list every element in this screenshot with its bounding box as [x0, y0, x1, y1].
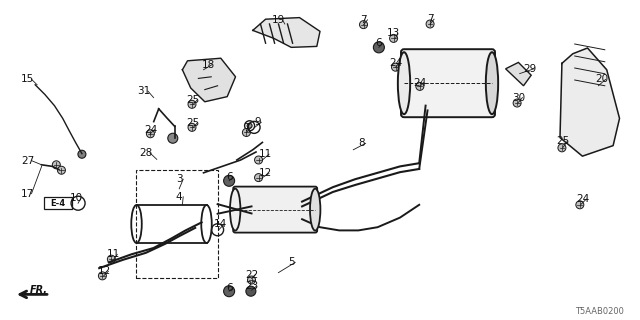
Circle shape [558, 144, 566, 152]
Text: 24: 24 [144, 124, 157, 135]
Text: 22: 22 [245, 269, 258, 280]
Text: 29: 29 [524, 64, 536, 74]
Polygon shape [560, 48, 620, 156]
Text: 17: 17 [21, 188, 34, 199]
Ellipse shape [230, 188, 241, 231]
Circle shape [188, 124, 196, 132]
Circle shape [513, 99, 521, 107]
Polygon shape [182, 58, 236, 102]
FancyBboxPatch shape [233, 187, 317, 233]
Circle shape [248, 276, 255, 284]
Circle shape [223, 175, 235, 186]
Text: 10: 10 [70, 193, 83, 204]
Text: 7: 7 [243, 123, 250, 133]
Text: 4: 4 [176, 192, 182, 202]
Text: E-4: E-4 [50, 199, 65, 208]
Text: 6: 6 [226, 172, 232, 182]
Circle shape [255, 156, 262, 164]
Circle shape [188, 100, 196, 108]
Circle shape [576, 201, 584, 209]
Circle shape [78, 150, 86, 158]
Circle shape [246, 286, 256, 296]
FancyBboxPatch shape [401, 49, 495, 117]
Circle shape [426, 20, 434, 28]
Circle shape [147, 130, 154, 138]
Text: 14: 14 [214, 219, 227, 229]
Text: 5: 5 [288, 257, 294, 268]
Text: 11: 11 [107, 249, 120, 260]
Circle shape [360, 21, 367, 29]
Text: 24: 24 [576, 194, 589, 204]
Text: 25: 25 [187, 95, 200, 105]
Ellipse shape [398, 52, 410, 114]
Polygon shape [253, 18, 320, 47]
Circle shape [247, 123, 252, 128]
Text: 7: 7 [427, 14, 433, 24]
Text: 20: 20 [595, 74, 608, 84]
Text: 6: 6 [226, 283, 232, 293]
Circle shape [416, 83, 424, 91]
Text: 18: 18 [202, 60, 214, 70]
Text: 15: 15 [21, 74, 34, 84]
Circle shape [99, 272, 106, 280]
Text: 12: 12 [98, 266, 111, 276]
Text: FR.: FR. [29, 284, 47, 295]
Text: 3: 3 [176, 174, 182, 184]
Text: 31: 31 [138, 86, 150, 96]
Text: 27: 27 [21, 156, 34, 166]
Text: 11: 11 [259, 149, 271, 159]
Circle shape [373, 42, 385, 53]
Circle shape [58, 166, 65, 174]
Text: 30: 30 [512, 92, 525, 103]
Ellipse shape [486, 52, 498, 114]
Text: 24: 24 [389, 58, 402, 68]
Text: T5AAB0200: T5AAB0200 [575, 308, 624, 316]
Text: 7: 7 [360, 15, 367, 25]
Circle shape [108, 255, 115, 263]
Ellipse shape [310, 188, 321, 231]
Text: 12: 12 [259, 168, 271, 179]
Circle shape [392, 63, 399, 71]
Text: 24: 24 [413, 77, 426, 88]
Circle shape [52, 161, 60, 169]
Circle shape [390, 35, 397, 43]
Text: 28: 28 [140, 148, 152, 158]
Text: 25: 25 [557, 136, 570, 147]
Text: 19: 19 [272, 15, 285, 25]
Circle shape [255, 173, 262, 182]
Text: 25: 25 [187, 118, 200, 128]
Text: 9: 9 [254, 117, 260, 127]
Text: 23: 23 [246, 281, 259, 292]
Text: 13: 13 [387, 28, 400, 38]
Circle shape [168, 133, 178, 143]
Polygon shape [506, 62, 531, 86]
Text: 6: 6 [376, 38, 382, 48]
Circle shape [243, 128, 250, 136]
Text: 8: 8 [358, 138, 365, 148]
Circle shape [223, 286, 235, 297]
